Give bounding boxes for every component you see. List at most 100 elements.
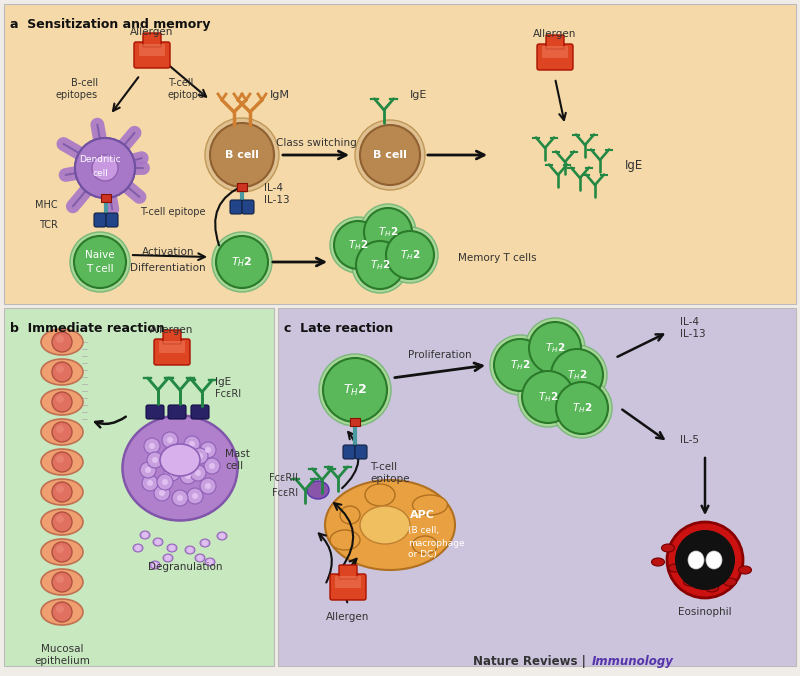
- Text: or DC): or DC): [408, 550, 437, 560]
- FancyBboxPatch shape: [143, 33, 161, 47]
- Ellipse shape: [200, 539, 210, 547]
- Circle shape: [189, 441, 195, 447]
- Ellipse shape: [163, 554, 173, 562]
- Ellipse shape: [688, 551, 704, 569]
- Circle shape: [159, 490, 165, 496]
- Circle shape: [142, 532, 148, 538]
- Circle shape: [56, 575, 64, 583]
- Text: Memory T cells: Memory T cells: [458, 253, 537, 263]
- Circle shape: [386, 231, 434, 279]
- Text: $T_H$2: $T_H$2: [572, 401, 592, 415]
- Text: $T_H$2: $T_H$2: [231, 255, 253, 269]
- Circle shape: [75, 138, 135, 198]
- Text: $T_H$2: $T_H$2: [343, 383, 367, 397]
- Circle shape: [56, 425, 64, 433]
- Text: $T_H$2: $T_H$2: [566, 368, 587, 382]
- FancyBboxPatch shape: [546, 35, 564, 49]
- Ellipse shape: [325, 480, 455, 570]
- Circle shape: [177, 457, 183, 463]
- Ellipse shape: [330, 530, 360, 550]
- Circle shape: [74, 236, 126, 288]
- Circle shape: [92, 155, 118, 181]
- Ellipse shape: [140, 531, 150, 539]
- Ellipse shape: [41, 359, 83, 385]
- FancyBboxPatch shape: [242, 200, 254, 214]
- Ellipse shape: [41, 419, 83, 445]
- Circle shape: [155, 539, 161, 545]
- Text: $T_H$2: $T_H$2: [545, 341, 566, 355]
- Ellipse shape: [41, 539, 83, 565]
- Circle shape: [165, 555, 171, 561]
- Text: b  Immediate reaction: b Immediate reaction: [10, 322, 165, 335]
- Ellipse shape: [340, 506, 360, 524]
- Text: Allergen: Allergen: [326, 612, 370, 622]
- Text: FcεRI: FcεRI: [272, 488, 298, 498]
- FancyBboxPatch shape: [191, 405, 209, 419]
- FancyBboxPatch shape: [339, 565, 357, 579]
- Circle shape: [147, 452, 163, 468]
- Ellipse shape: [217, 532, 227, 540]
- Ellipse shape: [723, 578, 737, 586]
- Circle shape: [330, 217, 386, 273]
- Circle shape: [529, 322, 581, 374]
- Text: B-cell
epitopes: B-cell epitopes: [56, 78, 98, 99]
- FancyBboxPatch shape: [355, 445, 367, 459]
- FancyBboxPatch shape: [335, 576, 361, 588]
- Ellipse shape: [185, 546, 195, 554]
- Circle shape: [356, 241, 404, 289]
- Ellipse shape: [195, 554, 205, 562]
- Text: Activation: Activation: [142, 247, 194, 257]
- Circle shape: [364, 208, 412, 256]
- Text: T-cell
epitope: T-cell epitope: [370, 462, 410, 483]
- Text: $T_H$2: $T_H$2: [510, 358, 530, 372]
- Circle shape: [157, 474, 173, 490]
- Ellipse shape: [360, 506, 410, 544]
- Circle shape: [187, 488, 203, 504]
- Circle shape: [190, 465, 206, 481]
- Text: Proliferation: Proliferation: [408, 350, 472, 360]
- Text: Eosinophil: Eosinophil: [678, 607, 732, 617]
- Circle shape: [675, 530, 735, 590]
- Text: TCR: TCR: [39, 220, 58, 230]
- FancyBboxPatch shape: [237, 183, 247, 191]
- Circle shape: [205, 447, 211, 453]
- Text: a  Sensitization and memory: a Sensitization and memory: [10, 18, 210, 31]
- FancyBboxPatch shape: [134, 42, 170, 68]
- Ellipse shape: [160, 444, 200, 476]
- Text: IL-4
IL-13: IL-4 IL-13: [680, 317, 706, 339]
- Ellipse shape: [679, 536, 731, 584]
- Ellipse shape: [307, 481, 329, 499]
- Circle shape: [75, 138, 135, 198]
- Ellipse shape: [365, 484, 395, 506]
- Text: B cell: B cell: [225, 150, 259, 160]
- Circle shape: [140, 462, 156, 478]
- Circle shape: [185, 473, 191, 479]
- Circle shape: [56, 365, 64, 373]
- FancyBboxPatch shape: [230, 200, 242, 214]
- Circle shape: [382, 227, 438, 283]
- Text: IgE: IgE: [625, 158, 643, 172]
- Circle shape: [360, 204, 416, 260]
- Circle shape: [56, 485, 64, 493]
- Circle shape: [207, 559, 213, 565]
- Text: Allergen: Allergen: [130, 27, 174, 37]
- Text: Allergen: Allergen: [150, 325, 194, 335]
- Text: IL-5: IL-5: [680, 435, 699, 445]
- Circle shape: [52, 452, 72, 472]
- Circle shape: [197, 555, 203, 561]
- Circle shape: [547, 345, 607, 405]
- Ellipse shape: [651, 558, 665, 566]
- FancyBboxPatch shape: [139, 44, 165, 56]
- Circle shape: [167, 437, 173, 443]
- Text: $T_H$2: $T_H$2: [370, 258, 390, 272]
- FancyBboxPatch shape: [163, 330, 181, 344]
- Circle shape: [352, 237, 408, 293]
- Circle shape: [219, 533, 225, 539]
- FancyBboxPatch shape: [146, 405, 164, 419]
- Text: $T_H$2: $T_H$2: [400, 248, 420, 262]
- Circle shape: [164, 465, 180, 481]
- Circle shape: [56, 605, 64, 613]
- Circle shape: [145, 467, 151, 473]
- Text: (B cell,: (B cell,: [408, 527, 439, 535]
- Circle shape: [147, 480, 153, 486]
